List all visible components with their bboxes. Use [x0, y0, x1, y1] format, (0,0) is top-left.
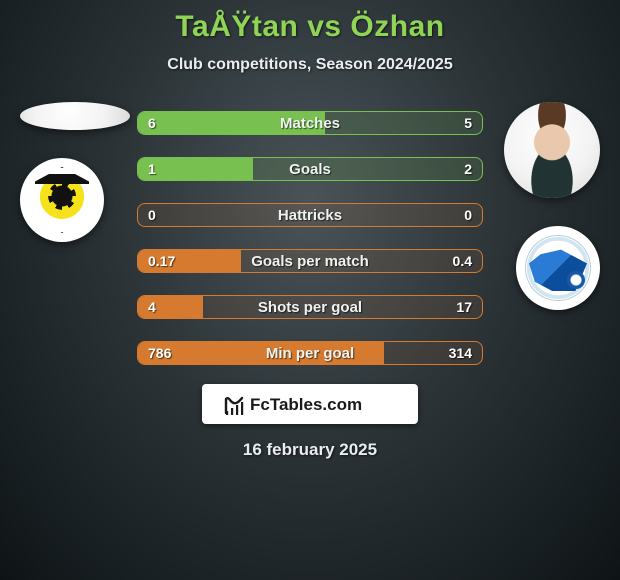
erzurum-crest-icon [525, 235, 591, 301]
date-footer: 16 february 2025 [0, 440, 620, 460]
club-badge-right [516, 226, 600, 310]
subtitle: Club competitions, Season 2024/2025 [0, 56, 620, 74]
stat-value-right: 2 [464, 158, 472, 180]
stat-label: Matches [138, 112, 482, 134]
malatya-crest-icon [32, 167, 92, 233]
stat-value-right: 0 [464, 204, 472, 226]
stat-row: Min per goal786 314 [138, 342, 482, 364]
stat-label: Goals per match [138, 250, 482, 272]
stat-value-right: 17 [456, 296, 472, 318]
stat-value-left: 0 [148, 204, 156, 226]
stat-value-left: 4 [148, 296, 156, 318]
page-title: TaÅŸtan vs Özhan [0, 0, 620, 44]
brand-box[interactable]: FcTables.com [202, 384, 418, 424]
club-badge-left [20, 158, 104, 242]
stat-label: Min per goal [138, 342, 482, 364]
stat-value-left: 6 [148, 112, 156, 134]
stat-label: Goals [138, 158, 482, 180]
brand-text: FcTables.com [250, 395, 362, 414]
stat-value-left: 0.17 [148, 250, 175, 272]
stat-label: Shots per goal [138, 296, 482, 318]
stat-value-left: 786 [148, 342, 171, 364]
fctables-logo-icon: FcTables.com [220, 391, 400, 417]
right-side [496, 102, 606, 310]
stat-value-right: 314 [449, 342, 472, 364]
stat-row: Shots per goal4 17 [138, 296, 482, 318]
stat-row: Goals per match0.17 0.4 [138, 250, 482, 272]
player-avatar-right [504, 102, 600, 198]
stat-bars: Matches6 5 Goals1 2 Hattricks0 0 Goals per mat… [138, 102, 482, 364]
stat-value-right: 5 [464, 112, 472, 134]
stat-value-left: 1 [148, 158, 156, 180]
stat-row: Matches6 5 [138, 112, 482, 134]
player-avatar-left [20, 102, 130, 130]
stat-row: Goals1 2 [138, 158, 482, 180]
stat-label: Hattricks [138, 204, 482, 226]
comparison-content: Matches6 5 Goals1 2 Hattricks0 0 Goals per mat… [0, 102, 620, 364]
stat-row: Hattricks0 0 [138, 204, 482, 226]
stat-value-right: 0.4 [453, 250, 472, 272]
left-side [14, 102, 124, 242]
